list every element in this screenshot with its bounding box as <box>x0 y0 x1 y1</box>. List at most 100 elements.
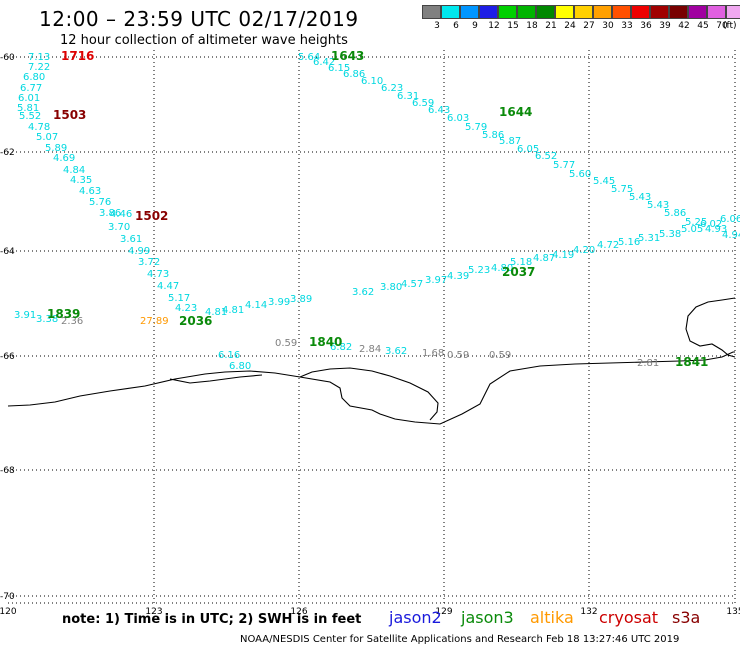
legend-swatch <box>536 5 555 19</box>
swh-value: 5.05 <box>681 224 703 235</box>
legend-label: 30 <box>602 21 614 31</box>
swh-value: 4.73 <box>147 269 169 280</box>
swh-value: 6.10 <box>361 76 383 87</box>
swh-value: 6.77 <box>20 83 42 94</box>
legend-jason3: jason3 <box>461 608 514 627</box>
swh-value: 3.62 <box>352 287 374 298</box>
swh-value: 6.42 <box>313 57 335 68</box>
latitude-tick-label: -68 <box>0 466 15 476</box>
swh-value: 6.80 <box>229 361 251 372</box>
legend-label: 39 <box>659 21 671 31</box>
swh-value: 4.87 <box>533 253 555 264</box>
coastline-east-path <box>685 297 736 358</box>
legend-swatch <box>574 5 593 19</box>
swh-value: 4.39 <box>447 271 469 282</box>
swh-value: 6.16 <box>218 350 240 361</box>
longitude-tick-label: 129 <box>435 607 452 617</box>
legend-label: 12 <box>488 21 500 31</box>
map-frame <box>8 50 736 604</box>
swh-value: 5.64 <box>298 52 320 63</box>
swh-value: 6.05 <box>517 144 539 155</box>
swh-value: 7.22 <box>28 62 50 73</box>
swh-value: 4.99 <box>128 246 150 257</box>
legend-cryosat: cryosat <box>599 608 659 627</box>
swh-value: 4.84 <box>63 165 85 176</box>
legend-s3a: s3a <box>672 608 701 627</box>
ice-shelf-path <box>299 367 439 421</box>
legend-swatch <box>517 5 536 19</box>
legend-label: 45 <box>697 21 709 31</box>
legend-label: 70 <box>716 21 728 31</box>
legend-label: 27 <box>583 21 595 31</box>
swh-value: 5.87 <box>499 136 521 147</box>
longitude-tick-label: 123 <box>145 607 162 617</box>
swh-value: 5.81 <box>17 103 39 114</box>
swh-value: 6.06 <box>720 214 740 225</box>
swh-value: 3.97 <box>425 275 447 286</box>
legend-unit: (ft) <box>723 21 737 31</box>
swh-value: 5.76 <box>89 197 111 208</box>
color-scale-legend <box>422 5 740 19</box>
longitude-tick-label: 135 <box>726 607 740 617</box>
swh-value: 3.70 <box>108 222 130 233</box>
swh-value: 5.86 <box>664 208 686 219</box>
swh-value: 2.36 <box>61 316 83 327</box>
swh-value: 0.59 <box>275 338 297 349</box>
swh-value: 6.03 <box>447 113 469 124</box>
legend-label: 3 <box>434 21 440 31</box>
legend-label: 42 <box>678 21 690 31</box>
longitude-tick-label: 132 <box>580 607 597 617</box>
track-time-label: 1643 <box>331 49 364 63</box>
track-time-label: 1502 <box>135 209 168 223</box>
longitude-tick-label: 120 <box>0 607 17 617</box>
legend-swatch <box>631 5 650 19</box>
swh-value: 0.59 <box>489 350 511 361</box>
legend-swatch <box>593 5 612 19</box>
swh-value: 6.86 <box>343 69 365 80</box>
swh-value: 4.20 <box>573 245 595 256</box>
swh-value: 4.81 <box>222 305 244 316</box>
legend-label: 15 <box>507 21 519 31</box>
page-title: 12:00 – 23:59 UTC 02/17/2019 <box>39 7 359 31</box>
swh-value: 4.63 <box>79 186 101 197</box>
swh-value: 4.47 <box>157 281 179 292</box>
lat-lon-grid <box>8 50 735 603</box>
swh-value: 5.52 <box>19 111 41 122</box>
swh-value: 5.43 <box>629 192 651 203</box>
swh-value: 4.80 <box>491 263 513 274</box>
legend-swatch <box>612 5 631 19</box>
legend-label: 6 <box>453 21 459 31</box>
footnote: note: 1) Time is in UTC; 2) SWH is in fe… <box>62 612 362 627</box>
swh-value: 6.01 <box>18 93 40 104</box>
swh-value: 3.62 <box>385 346 407 357</box>
antarctic-coastline <box>7 297 736 425</box>
bay-path <box>169 374 263 384</box>
swh-value: 6.80 <box>23 72 45 83</box>
swh-value: 4.94 <box>722 230 740 241</box>
swh-value: 5.16 <box>618 237 640 248</box>
track-time-label: 1840 <box>309 335 342 349</box>
swh-value: 3.91 <box>14 310 36 321</box>
legend-label: 24 <box>564 21 576 31</box>
legend-swatch <box>460 5 479 19</box>
legend-swatch <box>441 5 460 19</box>
swh-value: 5.07 <box>36 132 58 143</box>
track-time-labels: 1716 1503 1502 1839 2036 1840 2037 1643 1644 1841 <box>47 49 708 369</box>
legend-swatch <box>707 5 726 19</box>
swh-value: 4.72 <box>597 240 619 251</box>
swh-value: 5.86 <box>482 130 504 141</box>
swh-value: 6.59 <box>412 98 434 109</box>
swh-value: 4.35 <box>70 175 92 186</box>
axis-labels: -60 -62 -64 -66 -68 -70 120 123 126 129 132 135 <box>0 53 740 617</box>
swh-value: 6.82 <box>330 342 352 353</box>
wave-height-values: 7.137.226.806.776.015.815.524.785.075.89… <box>14 52 740 372</box>
latitude-tick-label: -60 <box>0 53 15 63</box>
swh-value: 5.18 <box>510 257 532 268</box>
swh-value: 3.61 <box>120 234 142 245</box>
legend-swatch <box>479 5 498 19</box>
track-time-label: 1644 <box>499 105 532 119</box>
swh-value: 4.78 <box>28 122 50 133</box>
track-time-label: 1716 <box>61 49 94 63</box>
